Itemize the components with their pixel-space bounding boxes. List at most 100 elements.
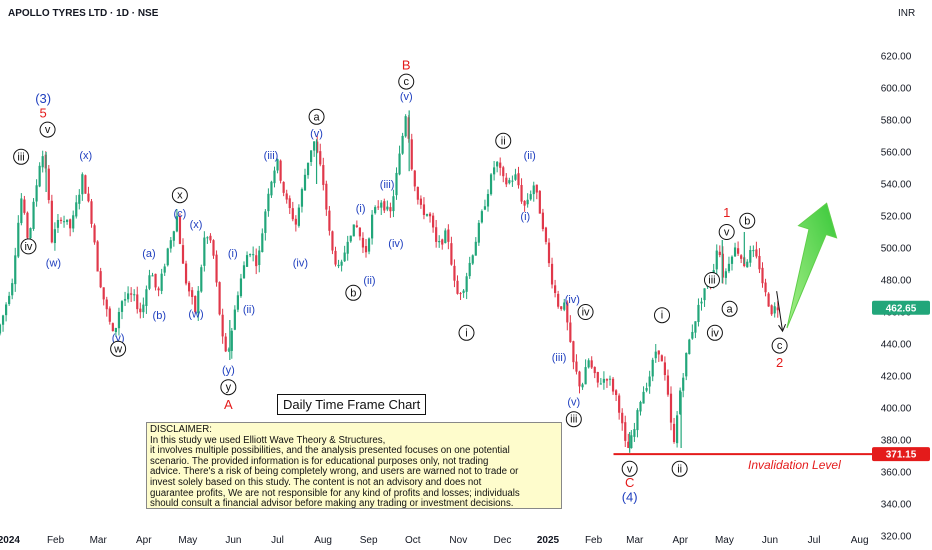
candle-body <box>685 352 688 377</box>
candle-body <box>310 150 313 162</box>
chart-caption-box: Daily Time Frame Chart <box>277 394 427 415</box>
candle-body <box>56 219 60 228</box>
candle-body <box>26 212 29 238</box>
wave-label-circle <box>739 212 756 229</box>
candle-body <box>544 227 548 242</box>
candle-body <box>566 302 569 323</box>
wave-label-circle <box>671 460 688 477</box>
price-axis[interactable]: 620.00 600.00 580.00 560.00 540.00 520.00 500.… <box>872 52 930 543</box>
candle-body <box>236 295 239 310</box>
x-tick-label: Feb <box>585 535 603 546</box>
candle-body <box>718 251 721 256</box>
candle-body <box>462 290 465 293</box>
candle-body <box>114 327 117 333</box>
disclaimer-line: DISCLAIMER: <box>150 424 212 435</box>
candle-body <box>410 139 413 170</box>
x-tick-label: 2025 <box>537 535 560 546</box>
y-tick-label: 440.00 <box>881 340 912 351</box>
candle-body <box>371 214 374 239</box>
candle-body <box>669 393 673 423</box>
y-tick-label: 420.00 <box>881 372 912 383</box>
candle-body <box>746 261 749 268</box>
disclaimer-line: advice. There's a risk of being complete… <box>150 466 519 478</box>
x-tick-label: Jun <box>225 535 241 546</box>
candle-body <box>316 141 319 153</box>
candle-body <box>630 435 633 449</box>
wave-label: (iv) <box>388 238 403 250</box>
last-price-tag-text: 462.65 <box>886 303 917 314</box>
candle-body <box>550 263 554 285</box>
candle-body <box>554 285 557 294</box>
candle-body <box>14 255 17 285</box>
wave-label: 5 <box>40 106 47 121</box>
candle-body <box>624 422 627 441</box>
candle-body <box>145 289 148 307</box>
candle-body <box>645 388 648 391</box>
candle-body <box>194 296 197 313</box>
candle-body <box>172 231 175 241</box>
time-axis[interactable]: 2024 Feb Mar Apr May Jun Jul Aug Sep Oct Nov Dec 202… <box>0 535 869 546</box>
wave-label: y <box>226 382 232 394</box>
candle-body <box>764 282 767 293</box>
candle-body <box>398 153 401 175</box>
wave-label: (ii) <box>243 304 255 316</box>
wave-label: (w) <box>46 257 61 269</box>
disclaimer-line: invest solely based on this study. The c… <box>150 476 482 488</box>
disclaimer-box: DISCLAIMER: In this study we used Elliot… <box>146 422 562 509</box>
y-tick-label: 320.00 <box>881 532 912 543</box>
wave-label: 2 <box>776 355 783 370</box>
candle-body <box>700 301 703 304</box>
candle-body <box>233 309 236 330</box>
y-tick-label: 400.00 <box>881 404 912 415</box>
disclaimer-line: should consult a financial advisor befor… <box>150 498 514 509</box>
candle-body <box>32 201 35 229</box>
disclaimer-line: it involves multiple possibilities, and … <box>150 445 510 457</box>
wave-label: (v) <box>567 397 580 409</box>
wave-label: (x) <box>79 150 92 162</box>
wave-label: w <box>113 343 122 355</box>
candle-body <box>688 339 691 355</box>
candle-body <box>767 293 770 307</box>
wave-label: (y) <box>222 365 235 377</box>
candle-body <box>532 185 535 195</box>
candle-body <box>660 355 663 362</box>
candle-body <box>596 372 599 383</box>
x-tick-label: Jul <box>808 535 821 546</box>
candle-body <box>53 229 56 244</box>
x-tick-label: Jun <box>762 535 778 546</box>
wave-label-circle <box>621 460 638 477</box>
wave-label: A <box>224 397 233 412</box>
wave-label: (b) <box>153 310 166 322</box>
wave-label: iv <box>24 241 32 253</box>
candle-body <box>218 282 221 315</box>
candle-body <box>471 255 474 264</box>
y-tick-label: 520.00 <box>881 212 912 223</box>
candle-body <box>416 187 419 200</box>
disclaimer-line: guarantee profits, We are not responsibl… <box>150 487 520 499</box>
candle-body <box>209 235 212 241</box>
invalidation-price-tag <box>872 447 930 462</box>
candle-body <box>282 182 285 193</box>
wave-label-circle <box>20 238 37 255</box>
candle-body <box>605 379 609 381</box>
candle-body <box>563 302 566 310</box>
candle-body <box>493 167 496 175</box>
chart-title: APOLLO TYRES LTD · 1D · NSE <box>8 8 159 19</box>
candle-body <box>422 204 426 215</box>
wave-label-circle <box>577 304 594 320</box>
candle-body <box>23 199 26 213</box>
candle-body <box>120 301 124 312</box>
candle-body <box>50 200 53 243</box>
candle-body <box>313 141 316 151</box>
candle-body <box>242 265 246 279</box>
wave-label: (ii) <box>363 275 375 287</box>
candle-body <box>47 168 50 201</box>
candle-body <box>123 299 127 301</box>
candle-body <box>59 219 63 221</box>
candle-body <box>456 280 459 294</box>
wave-label: iv <box>711 327 719 339</box>
candle-body <box>419 198 422 205</box>
candle-body <box>364 246 368 253</box>
